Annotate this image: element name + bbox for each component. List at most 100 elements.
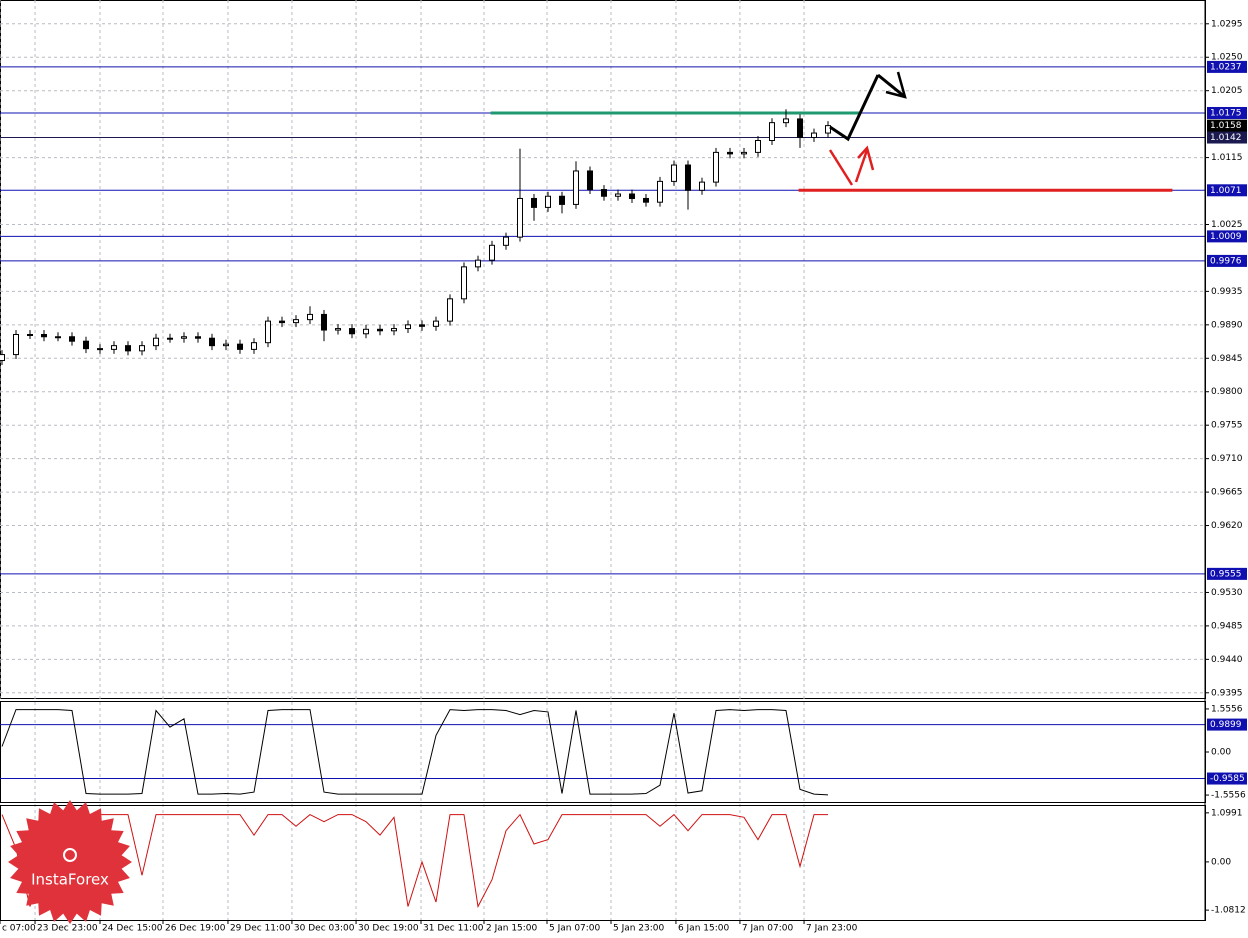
y-tick-label: 1.0205 <box>1211 86 1243 96</box>
candle-body <box>138 345 145 352</box>
y-tick-label: 0.9620 <box>1211 521 1243 531</box>
candle-body <box>404 324 411 330</box>
candle-body <box>488 244 495 261</box>
up-arrow <box>829 74 880 142</box>
x-tick-label: 2 Jan 15:00 <box>486 924 538 934</box>
candle-body <box>670 164 677 182</box>
y-tick-label: 0.9890 <box>1211 320 1243 330</box>
candle-body <box>586 170 593 191</box>
forecast-arrows <box>828 71 907 186</box>
candle-body <box>572 170 579 205</box>
candle-body <box>152 337 159 347</box>
x-tick-label: 30 Dec 19:00 <box>358 924 419 934</box>
level-label-box <box>1207 772 1247 785</box>
y-tick-label: 1.0115 <box>1211 153 1243 163</box>
level-label: 1.0142 <box>1210 133 1242 143</box>
candle-body <box>69 336 76 342</box>
logo-text: InstaForex <box>31 871 109 889</box>
y-tick-label: 1.0025 <box>1211 220 1243 230</box>
logo-icon <box>63 848 77 862</box>
x-tick-label: c 07:00 <box>2 924 36 934</box>
x-tick-label: 26 Dec 19:00 <box>165 924 226 934</box>
candle-body <box>740 151 747 155</box>
candle-body <box>628 193 635 199</box>
candle-body <box>600 189 607 197</box>
candle-body <box>0 354 6 362</box>
candle-body <box>320 313 327 331</box>
candle-body <box>222 343 229 347</box>
candle-body <box>55 336 62 339</box>
level-label-box <box>1207 567 1247 580</box>
candle-body <box>656 180 663 203</box>
rebound-arrow-head <box>857 145 875 171</box>
x-tick-label: 29 Dec 11:00 <box>230 924 291 934</box>
level-label: 1.0175 <box>1210 108 1242 118</box>
y-tick-label: 0.9755 <box>1211 421 1243 431</box>
x-tick-label: 30 Dec 03:00 <box>294 924 355 934</box>
candle-body <box>418 324 425 327</box>
candle-body <box>754 139 761 153</box>
y-tick-label: 0.9845 <box>1211 354 1243 364</box>
rebound-arrow <box>854 149 869 183</box>
up-arrow-tail <box>877 73 906 99</box>
y-tick-label: 1.5556 <box>1211 704 1243 714</box>
x-tick-label: 7 Jan 23:00 <box>806 924 858 934</box>
x-tick-label: 24 Dec 15:00 <box>102 924 163 934</box>
y-tick-label: -1.5556 <box>1211 791 1246 801</box>
candle-body <box>614 193 621 197</box>
candle-body <box>236 343 243 350</box>
candle-body <box>768 122 775 141</box>
level-label: 1.0071 <box>1210 186 1242 196</box>
candle-body <box>474 259 481 268</box>
y-tick-label: 0.00 <box>1211 747 1231 757</box>
watermark-logo: InstaForex <box>8 800 132 924</box>
level-label: 0.9899 <box>1210 720 1242 730</box>
indicator-line <box>1 813 828 912</box>
candle-body <box>726 151 733 155</box>
candle-body <box>796 118 803 139</box>
level-label-box <box>1207 106 1247 119</box>
candle-body <box>264 320 271 344</box>
candle-body <box>194 336 201 339</box>
level-label: -0.9585 <box>1210 774 1245 784</box>
y-tick-label: 1.0295 <box>1211 19 1243 29</box>
y-tick-label: 0.9485 <box>1211 621 1243 631</box>
level-label: 1.0009 <box>1210 232 1242 242</box>
y-tick-label: 0.9935 <box>1211 287 1243 297</box>
candle-body <box>558 195 565 205</box>
candle-body <box>390 328 397 332</box>
candle-body <box>110 345 117 350</box>
level-label: 0.9555 <box>1210 569 1242 579</box>
candle-body <box>362 328 369 335</box>
level-label-box <box>1207 254 1247 267</box>
x-tick-label: 6 Jan 15:00 <box>678 924 730 934</box>
candle-body <box>530 197 537 208</box>
y-tick-label: 0.9665 <box>1211 488 1243 498</box>
level-label: 1.0237 <box>1210 62 1242 72</box>
candle-body <box>124 345 131 352</box>
candle-body <box>684 164 691 191</box>
x-tick-label: 23 Dec 23:00 <box>37 924 98 934</box>
level-label: 0.9976 <box>1210 256 1242 266</box>
candle-body <box>544 195 551 208</box>
candle-body <box>97 348 104 351</box>
candle-body <box>250 342 257 350</box>
y-tick-label: 1.0991 <box>1211 808 1243 818</box>
x-tick-label: 5 Jan 07:00 <box>549 924 601 934</box>
current-price-box <box>1207 119 1247 132</box>
candle-body <box>782 118 789 124</box>
candle-body <box>712 151 719 183</box>
candle-body <box>516 197 523 238</box>
x-tick-label: 5 Jan 23:00 <box>613 924 665 934</box>
candle-body <box>376 328 383 332</box>
candle-body <box>180 336 187 339</box>
level-label-box <box>1207 131 1247 144</box>
y-tick-label: 0.9800 <box>1211 387 1243 397</box>
x-tick-label: 7 Jan 07:00 <box>742 924 794 934</box>
candle-body <box>208 337 215 347</box>
candle-body <box>292 319 299 324</box>
candle-body <box>460 266 467 300</box>
candle-body <box>13 334 20 356</box>
